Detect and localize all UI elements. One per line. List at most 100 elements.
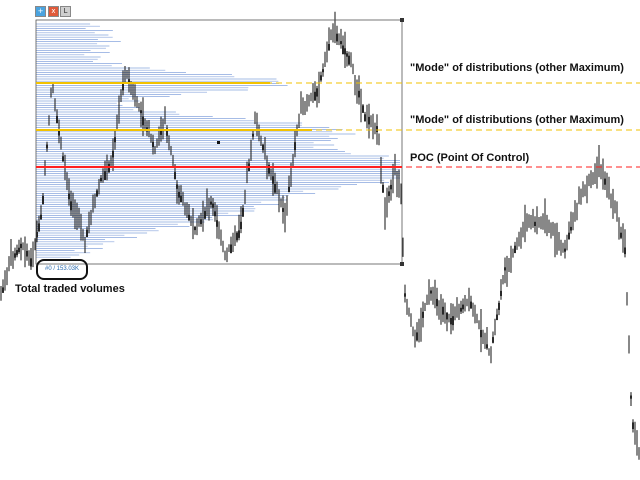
price-candle-body	[382, 185, 384, 193]
price-candle-body	[104, 171, 106, 180]
price-candle-body	[212, 203, 214, 208]
price-candle-body	[68, 193, 70, 200]
price-candle-body	[238, 230, 240, 238]
price-candle-body	[564, 248, 566, 252]
price-candle-body	[442, 306, 444, 315]
price-candle-body	[436, 298, 438, 307]
price-candle-body	[486, 344, 488, 349]
price-candle-body	[204, 211, 206, 219]
price-candle-body	[446, 312, 448, 320]
price-candle-body	[174, 172, 176, 180]
price-candle-body	[18, 247, 20, 253]
price-candle-body	[58, 130, 60, 136]
price-candle-body	[314, 91, 316, 101]
price-candle-body	[56, 115, 58, 124]
price-candle-body	[620, 232, 622, 238]
price-candle-body	[604, 178, 606, 185]
price-candle-body	[216, 220, 218, 227]
volume-profile-box[interactable]	[35, 19, 403, 265]
price-candle-body	[390, 184, 392, 190]
price-candle-body	[240, 221, 242, 229]
poc-label: POC (Point Of Control)	[410, 152, 530, 164]
price-candle-body	[462, 304, 464, 310]
price-candle-body	[624, 247, 626, 255]
price-candle-body	[514, 245, 516, 254]
price-candle-body	[166, 128, 168, 136]
price-candle-body	[176, 184, 178, 189]
price-candle-body	[470, 301, 472, 309]
total-volumes-label: Total traded volumes	[15, 283, 125, 295]
box-handle-top-right[interactable]	[400, 18, 404, 22]
price-candle-body	[242, 207, 244, 217]
price-candle-body	[152, 141, 154, 147]
price-candle-body	[188, 214, 190, 221]
price-candle-body	[16, 250, 18, 256]
price-candle-body	[496, 314, 498, 321]
lock-icon[interactable]: L	[60, 6, 71, 17]
price-candle-body	[230, 244, 232, 254]
price-candle-body	[630, 395, 632, 399]
price-candle-body	[86, 229, 88, 238]
price-candle-body	[364, 114, 366, 122]
price-candle-body	[358, 90, 360, 98]
price-candle-body	[336, 33, 338, 42]
price-candle-body	[452, 316, 454, 326]
price-candle-body	[108, 163, 110, 173]
price-candle-body	[340, 41, 342, 45]
price-candle-body	[210, 201, 212, 205]
price-candle-body	[320, 75, 322, 81]
box-handle-bottom-right[interactable]	[400, 262, 404, 266]
price-candle-body	[498, 302, 500, 310]
price-candle-body	[122, 82, 124, 91]
price-candle-body	[492, 337, 494, 343]
price-candle-body	[194, 227, 196, 231]
price-candle-body	[180, 195, 182, 203]
price-candle-body	[316, 88, 318, 97]
price-candle-body	[38, 223, 40, 232]
price-candle-body	[14, 253, 16, 258]
price-candle-body	[30, 258, 32, 267]
price-candle-body	[460, 307, 462, 312]
price-candle-body	[294, 142, 296, 151]
price-candle-body	[346, 53, 348, 57]
price-candle-body	[36, 232, 38, 238]
price-candle-body	[268, 165, 270, 174]
price-candle-body	[404, 293, 406, 297]
price-candle-body	[534, 221, 536, 226]
price-candle-body	[504, 267, 506, 271]
price-candle-body	[96, 190, 98, 197]
price-candle-body	[570, 226, 572, 231]
box-handle-center[interactable]	[217, 141, 220, 144]
price-candle-body	[500, 290, 502, 296]
price-candle-body	[368, 116, 370, 125]
price-candle-body	[114, 137, 116, 143]
price-candle-body	[450, 318, 452, 325]
price-candle-body	[2, 287, 4, 293]
price-candles	[0, 11, 640, 460]
price-candle-body	[416, 332, 418, 341]
price-candle-body	[342, 45, 344, 55]
price-candle-body	[480, 330, 482, 338]
price-candle-body	[322, 69, 324, 73]
close-icon[interactable]: x	[48, 6, 59, 17]
price-candle-body	[344, 48, 346, 55]
price-candle-body	[20, 243, 22, 249]
price-candle-body	[632, 422, 634, 429]
price-candle-body	[160, 130, 162, 135]
mode-2-label: "Mode" of distributions (other Maximum)	[410, 114, 624, 126]
total-volume-badge: #0 / 153.03K	[36, 259, 88, 280]
price-candle-body	[388, 191, 390, 196]
price-candle-body	[142, 116, 144, 126]
mode-1-label: "Mode" of distributions (other Maximum)	[410, 62, 624, 74]
price-candle-body	[568, 232, 570, 240]
price-candle-body	[328, 44, 330, 51]
price-candle-body	[26, 250, 28, 257]
price-candle-body	[422, 311, 424, 318]
price-candle-body	[214, 211, 216, 217]
price-candle-body	[236, 232, 238, 241]
price-candle-body	[262, 144, 264, 151]
plus-icon[interactable]: +	[35, 6, 46, 17]
volume-profile-histogram	[36, 23, 400, 258]
price-candle-body	[288, 186, 290, 193]
